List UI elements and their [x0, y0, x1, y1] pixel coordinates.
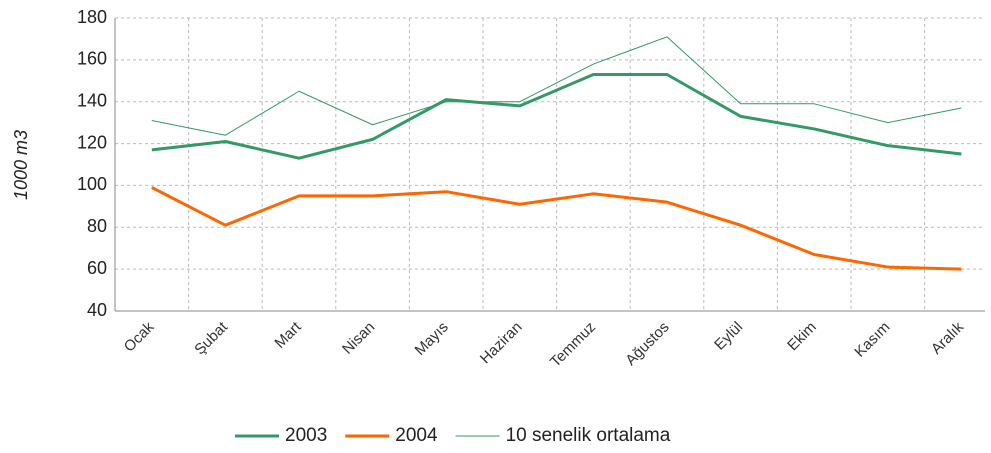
legend-label: 2004	[395, 425, 438, 446]
x-tick-label: Temmuz	[547, 319, 599, 371]
series-line	[151, 73, 962, 160]
x-tick-label: Şubat	[191, 318, 231, 358]
x-tick-label: Ocak	[121, 318, 158, 355]
x-tick-label: Ağustos	[622, 319, 672, 369]
y-tick-label: 140	[77, 90, 107, 110]
y-tick-label: 60	[87, 258, 107, 278]
legend-label: 10 senelik ortalama	[506, 425, 671, 446]
series-line	[151, 186, 962, 271]
y-tick-label: 120	[77, 132, 107, 152]
x-tick-label: Ekim	[784, 319, 820, 355]
x-tick-label: Haziran	[477, 319, 526, 368]
y-tick-label: 160	[77, 49, 107, 69]
y-tick-label: 180	[77, 7, 107, 27]
y-tick-label: 80	[87, 216, 107, 236]
x-tick-label: Aralık	[928, 318, 967, 357]
x-tick-label: Kasım	[851, 319, 893, 361]
y-tick-label: 100	[77, 174, 107, 194]
legend-label: 2003	[285, 425, 327, 446]
x-tick-label: Mayıs	[412, 319, 452, 359]
y-axis-label: 1000 m3	[11, 130, 31, 200]
y-tick-label: 40	[87, 300, 107, 320]
x-tick-label: Nisan	[339, 319, 378, 358]
x-tick-label: Eylül	[711, 319, 746, 354]
x-tick-label: Mart	[271, 318, 305, 352]
series-line	[151, 36, 962, 136]
